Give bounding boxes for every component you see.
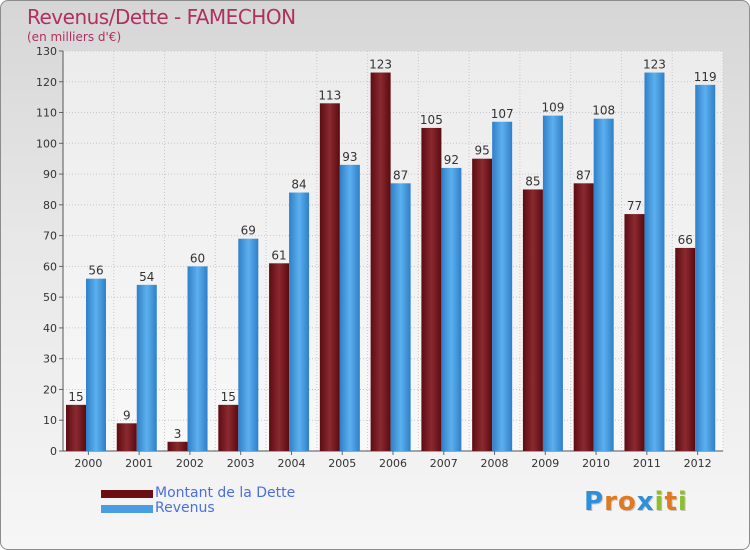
- y-tick-label: 110: [36, 107, 57, 120]
- data-label: 95: [475, 144, 490, 158]
- data-label: 92: [444, 153, 459, 167]
- data-label: 3: [174, 427, 182, 441]
- bar-revenus: [593, 118, 614, 451]
- bar-dette: [167, 441, 188, 451]
- y-tick-label: 90: [43, 168, 57, 181]
- logo-letter: r: [604, 487, 618, 517]
- bar-revenus: [136, 284, 157, 451]
- data-label: 108: [592, 104, 615, 118]
- x-tick-label: 2003: [227, 457, 255, 470]
- legend-swatch-revenus: [101, 505, 153, 513]
- data-label: 56: [88, 264, 103, 278]
- logo-letter: P: [584, 487, 605, 517]
- logo-letter: t: [664, 487, 678, 517]
- data-label: 9: [123, 408, 131, 422]
- x-tick-label: 2002: [176, 457, 204, 470]
- data-label: 61: [271, 248, 286, 262]
- bar-revenus: [187, 266, 208, 451]
- data-label: 107: [491, 107, 514, 121]
- x-tick-label: 2007: [430, 457, 458, 470]
- data-label: 105: [420, 113, 443, 127]
- bar-dette: [218, 404, 239, 451]
- data-label: 84: [291, 178, 306, 192]
- bar-dette: [116, 423, 137, 451]
- data-label: 15: [221, 390, 236, 404]
- y-tick-label: 30: [43, 353, 57, 366]
- bar-dette: [370, 72, 391, 452]
- y-tick-label: 70: [43, 230, 57, 243]
- bar-dette: [421, 127, 442, 451]
- bar-dette: [675, 247, 696, 451]
- bar-revenus: [542, 115, 563, 451]
- data-label: 109: [541, 101, 564, 115]
- bar-revenus: [695, 84, 716, 451]
- data-label: 15: [68, 390, 83, 404]
- data-label: 113: [318, 88, 341, 102]
- data-label: 85: [525, 174, 540, 188]
- y-tick-label: 100: [36, 137, 57, 150]
- x-tick-label: 2004: [277, 457, 305, 470]
- proxiti-logo: Proxiti: [584, 487, 688, 517]
- bar-dette: [522, 189, 543, 451]
- logo-letter: o: [617, 487, 637, 517]
- y-tick-label: 50: [43, 291, 57, 304]
- logo-letter: i: [654, 487, 665, 517]
- x-tick-label: 2008: [481, 457, 509, 470]
- data-label: 93: [342, 150, 357, 164]
- bar-revenus: [289, 192, 310, 452]
- data-label: 54: [139, 270, 154, 284]
- y-tick-label: 60: [43, 260, 57, 273]
- y-tick-label: 0: [50, 445, 57, 458]
- x-tick-label: 2000: [74, 457, 102, 470]
- bar-dette: [624, 214, 645, 451]
- data-label: 119: [694, 70, 717, 84]
- y-tick-label: 130: [36, 45, 57, 58]
- data-label: 77: [627, 199, 642, 213]
- bar-dette: [573, 183, 594, 452]
- bar-revenus: [644, 72, 665, 452]
- data-label: 69: [241, 224, 256, 238]
- x-tick-label: 2006: [379, 457, 407, 470]
- chart-subtitle: (en milliers d'€): [27, 30, 122, 44]
- x-tick-label: 2005: [328, 457, 356, 470]
- x-tick-label: 2001: [125, 457, 153, 470]
- chart-title: Revenus/Dette - FAMECHON: [27, 5, 296, 29]
- legend-label-revenus: Revenus: [155, 500, 215, 516]
- bar-dette: [66, 404, 86, 451]
- data-label: 66: [678, 233, 693, 247]
- legend-swatch-dette: [101, 490, 153, 498]
- y-tick-label: 80: [43, 199, 57, 212]
- bar-revenus: [492, 121, 513, 452]
- logo-letter: x: [636, 487, 655, 517]
- bar-dette: [319, 103, 340, 452]
- legend-label-dette: Montant de la Dette: [155, 485, 296, 501]
- bar-revenus: [86, 278, 106, 451]
- bar-revenus: [441, 167, 462, 451]
- bar-dette: [269, 263, 290, 451]
- x-tick-label: 2010: [582, 457, 610, 470]
- data-label: 87: [576, 168, 591, 182]
- data-label: 60: [190, 251, 205, 265]
- data-label: 87: [393, 168, 408, 182]
- y-tick-label: 120: [36, 76, 57, 89]
- y-tick-label: 40: [43, 322, 57, 335]
- bar-dette: [472, 158, 493, 451]
- bar-revenus: [238, 238, 259, 451]
- data-label: 123: [643, 58, 666, 72]
- x-tick-label: 2011: [633, 457, 661, 470]
- x-tick-label: 2009: [531, 457, 559, 470]
- bar-revenus: [390, 183, 411, 452]
- y-tick-label: 20: [43, 383, 57, 396]
- data-label: 123: [369, 58, 392, 72]
- y-tick-label: 10: [43, 414, 57, 427]
- x-tick-label: 2012: [684, 457, 712, 470]
- logo-letter: i: [677, 487, 688, 517]
- bar-revenus: [339, 164, 360, 451]
